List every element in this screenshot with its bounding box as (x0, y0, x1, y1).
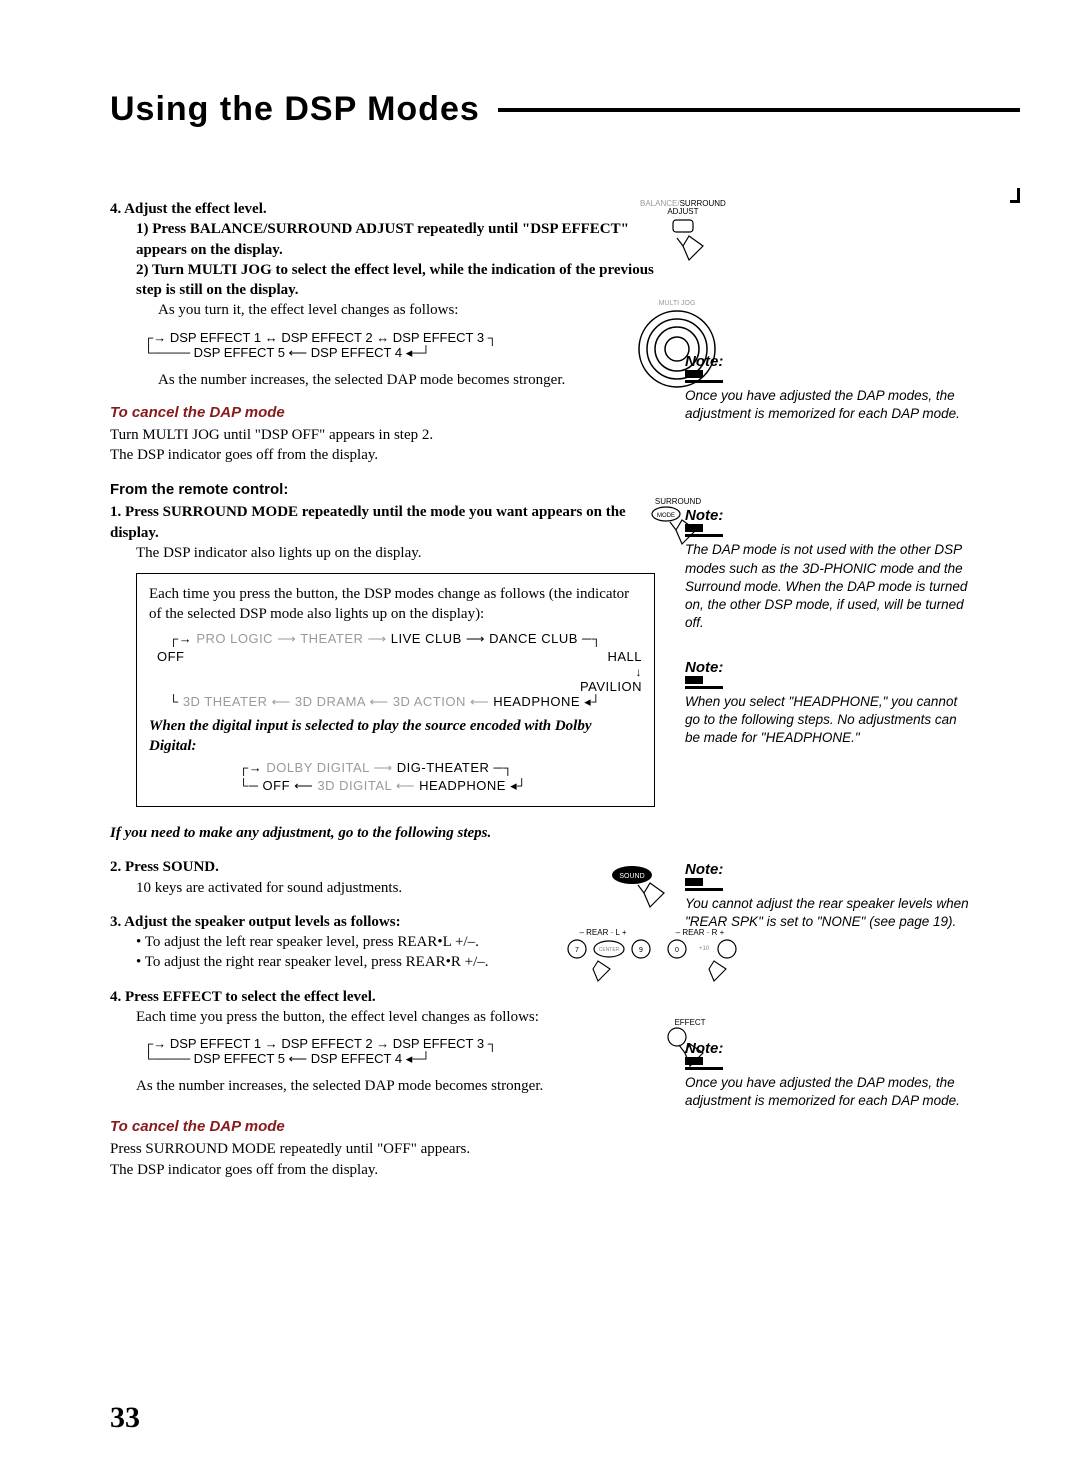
flow-gray: PRO LOGIC ⟶ THEATER ⟶ (196, 631, 386, 646)
note-body: You cannot adjust the rear speaker level… (685, 895, 970, 931)
effect-button-icon: EFFECT (665, 1018, 715, 1076)
rear-r-icon: – REAR · R + 0 +10 (665, 928, 745, 990)
two-button-icon: 0 +10 (665, 937, 745, 985)
remote-s2-after: 10 keys are activated for sound adjustme… (136, 878, 655, 898)
flow-hall: HALL (607, 649, 642, 664)
step4-sub2: 2) Turn MULTI JOG to select the effect l… (136, 260, 655, 301)
flow-a-row2: └ 3D THEATER ⟵ 3D DRAMA ⟵ 3D ACTION ⟵ HE… (169, 694, 642, 710)
remote-s4-after: Each time you press the button, the effe… (136, 1007, 655, 1027)
box-digital-intro: When the digital input is selected to pl… (149, 716, 642, 757)
flow-a-row1: ┌→ PRO LOGIC ⟶ THEATER ⟶ LIVE CLUB ⟶ DAN… (169, 631, 642, 647)
note-body: Once you have adjusted the DAP modes, th… (685, 1074, 970, 1110)
flow-b-row1: ┌→ DOLBY DIGITAL ⟶ DIG-THEATER ─┐ (239, 760, 642, 776)
svg-text:MODE: MODE (657, 513, 675, 519)
label: EFFECT (665, 1018, 715, 1027)
label: SURROUND (655, 497, 701, 506)
balance-adjust-icon: BALANCE/SURROUND ADJUST (640, 200, 726, 277)
svg-text:0: 0 (675, 947, 679, 954)
remote-s1-after: The DSP indicator also lights up on the … (136, 543, 655, 563)
cancel-dap2-l2: The DSP indicator goes off from the disp… (110, 1160, 655, 1180)
page-title-row: Using the DSP Modes (110, 90, 1020, 129)
remote-s2: 2. Press SOUND. (110, 857, 655, 877)
main-content: 4. Adjust the effect level. 1) Press BAL… (110, 199, 655, 1180)
label: ADJUST (667, 207, 698, 216)
jog-dial-icon (635, 307, 719, 391)
multi-jog-icon: MULTI JOG (635, 300, 719, 391)
push-button-icon: SOUND (610, 865, 680, 915)
note-3: Note: When you select "HEADPHONE," you c… (685, 659, 970, 748)
flow-text: DSP EFFECT 1 → DSP EFFECT 2 → DSP EFFECT… (170, 1036, 484, 1051)
note-label: Note: (685, 861, 723, 878)
label: REAR · L (586, 928, 620, 937)
remote-heading: From the remote control: (110, 481, 655, 498)
note-body: Once you have adjusted the DAP modes, th… (685, 387, 970, 423)
note-label: Note: (685, 659, 723, 676)
flow-gray: 3D DIGITAL ⟵ (317, 778, 415, 793)
push-button-icon (655, 216, 711, 272)
cancel-dap-heading: To cancel the DAP mode (110, 404, 655, 421)
after-box: If you need to make any adjustment, go t… (110, 823, 655, 843)
note-4: Note: You cannot adjust the rear speaker… (685, 861, 970, 931)
title-rule (498, 108, 1020, 112)
page-title: Using the DSP Modes (110, 90, 480, 129)
effect-flow-2: ┌→ DSP EFFECT 1 → DSP EFFECT 2 → DSP EFF… (130, 1033, 655, 1070)
svg-text:SOUND: SOUND (619, 873, 644, 880)
flow-off: OFF (157, 649, 185, 694)
notes-column: Note: Once you have adjusted the DAP mod… (685, 199, 970, 1180)
cancel-dap2-l1: Press SURROUND MODE repeatedly until "OF… (110, 1139, 655, 1159)
label: REAR · R (682, 928, 717, 937)
svg-text:CENTER: CENTER (599, 947, 620, 953)
two-button-icon: 7 CENTER 9 (565, 937, 655, 985)
sound-button-icon: SOUND (610, 865, 680, 920)
svg-text:9: 9 (639, 947, 643, 954)
cancel-dap-l1: Turn MULTI JOG until "DSP OFF" appears i… (110, 425, 655, 445)
box-intro: Each time you press the button, the DSP … (149, 584, 642, 625)
note-5: Note: Once you have adjusted the DAP mod… (685, 1040, 970, 1110)
flow-text: DSP EFFECT 5 ⟵ DSP EFFECT 4 (194, 1051, 402, 1066)
mode-cycle-box: Each time you press the button, the DSP … (136, 573, 655, 807)
flow-pavilion: PAVILION (580, 679, 642, 694)
flow-text: DSP EFFECT 1 ↔ DSP EFFECT 2 ↔ DSP EFFECT… (170, 330, 484, 345)
rear-l-icon: – REAR · L + 7 CENTER 9 (565, 928, 655, 990)
push-button-icon: MODE (650, 506, 706, 552)
page-number: 33 (110, 1401, 140, 1435)
step4-sub2-after: As you turn it, the effect level changes… (158, 300, 655, 320)
remote-s4-tail: As the number increases, the selected DA… (136, 1076, 655, 1096)
svg-text:+10: +10 (699, 946, 710, 952)
remote-s1: 1. Press SURROUND MODE repeatedly until … (110, 502, 655, 543)
flow-b-row2: └─ OFF ⟵ 3D DIGITAL ⟵ HEADPHONE ◂┘ (239, 778, 642, 794)
flow-gray: 3D THEATER ⟵ 3D DRAMA ⟵ 3D ACTION ⟵ (183, 694, 489, 709)
note-body: The DAP mode is not used with the other … (685, 541, 970, 632)
margin-tick (1010, 200, 1020, 203)
step4-tail: As the number increases, the selected DA… (158, 370, 655, 390)
surround-mode-icon: SURROUND MODE (650, 498, 706, 557)
svg-text:7: 7 (575, 947, 579, 954)
cancel-dap-l2: The DSP indicator goes off from the disp… (110, 445, 655, 465)
step4-sub1: 1) Press BALANCE/SURROUND ADJUST repeate… (136, 219, 655, 260)
effect-flow-1: ┌→ DSP EFFECT 1 ↔ DSP EFFECT 2 ↔ DSP EFF… (130, 327, 655, 364)
label: MULTI JOG (635, 300, 719, 307)
flow-text: DSP EFFECT 5 ⟵ DSP EFFECT 4 (194, 345, 402, 360)
push-button-icon (665, 1027, 715, 1071)
step4-heading: 4. Adjust the effect level. (110, 199, 655, 219)
flow-gray: DOLBY DIGITAL ⟶ (266, 760, 392, 775)
note-body: When you select "HEADPHONE," you cannot … (685, 693, 970, 748)
note-2: Note: The DAP mode is not used with the … (685, 507, 970, 632)
note-1: Note: Once you have adjusted the DAP mod… (685, 353, 970, 423)
cancel-dap2-heading: To cancel the DAP mode (110, 1118, 655, 1135)
